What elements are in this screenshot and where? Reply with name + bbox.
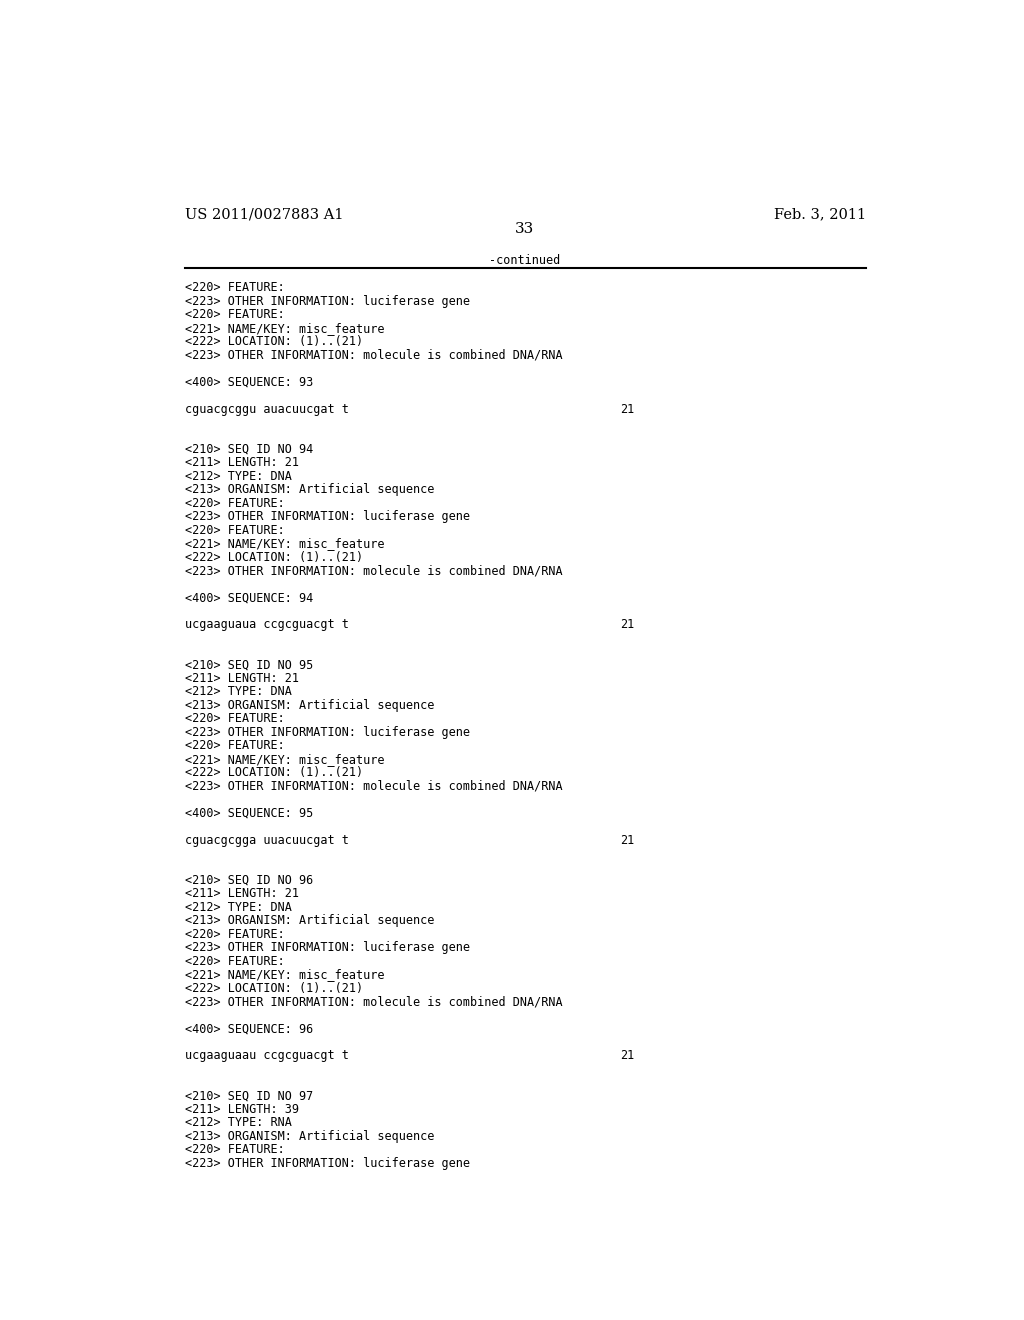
Text: <223> OTHER INFORMATION: luciferase gene: <223> OTHER INFORMATION: luciferase gene — [185, 726, 470, 739]
Text: <220> FEATURE:: <220> FEATURE: — [185, 954, 285, 968]
Text: 21: 21 — [620, 403, 634, 416]
Text: <213> ORGANISM: Artificial sequence: <213> ORGANISM: Artificial sequence — [185, 483, 434, 496]
Text: ucgaaguaau ccgcguacgt t: ucgaaguaau ccgcguacgt t — [185, 1049, 349, 1063]
Text: <400> SEQUENCE: 94: <400> SEQUENCE: 94 — [185, 591, 313, 605]
Text: <222> LOCATION: (1)..(21): <222> LOCATION: (1)..(21) — [185, 766, 364, 779]
Text: <222> LOCATION: (1)..(21): <222> LOCATION: (1)..(21) — [185, 335, 364, 348]
Text: <221> NAME/KEY: misc_feature: <221> NAME/KEY: misc_feature — [185, 322, 385, 335]
Text: -continued: -continued — [489, 253, 560, 267]
Text: <212> TYPE: DNA: <212> TYPE: DNA — [185, 470, 292, 483]
Text: <220> FEATURE:: <220> FEATURE: — [185, 524, 285, 537]
Text: <210> SEQ ID NO 95: <210> SEQ ID NO 95 — [185, 659, 313, 672]
Text: <220> FEATURE:: <220> FEATURE: — [185, 739, 285, 752]
Text: <400> SEQUENCE: 95: <400> SEQUENCE: 95 — [185, 807, 313, 820]
Text: <223> OTHER INFORMATION: luciferase gene: <223> OTHER INFORMATION: luciferase gene — [185, 294, 470, 308]
Text: <223> OTHER INFORMATION: molecule is combined DNA/RNA: <223> OTHER INFORMATION: molecule is com… — [185, 995, 563, 1008]
Text: <211> LENGTH: 21: <211> LENGTH: 21 — [185, 457, 299, 470]
Text: <213> ORGANISM: Artificial sequence: <213> ORGANISM: Artificial sequence — [185, 1130, 434, 1143]
Text: 33: 33 — [515, 223, 535, 236]
Text: 21: 21 — [620, 618, 634, 631]
Text: <223> OTHER INFORMATION: molecule is combined DNA/RNA: <223> OTHER INFORMATION: molecule is com… — [185, 564, 563, 577]
Text: <220> FEATURE:: <220> FEATURE: — [185, 496, 285, 510]
Text: <211> LENGTH: 39: <211> LENGTH: 39 — [185, 1104, 299, 1115]
Text: <220> FEATURE:: <220> FEATURE: — [185, 928, 285, 941]
Text: <210> SEQ ID NO 96: <210> SEQ ID NO 96 — [185, 874, 313, 887]
Text: 21: 21 — [620, 1049, 634, 1063]
Text: <220> FEATURE:: <220> FEATURE: — [185, 281, 285, 294]
Text: ucgaaguaua ccgcguacgt t: ucgaaguaua ccgcguacgt t — [185, 618, 349, 631]
Text: <212> TYPE: RNA: <212> TYPE: RNA — [185, 1117, 292, 1130]
Text: <213> ORGANISM: Artificial sequence: <213> ORGANISM: Artificial sequence — [185, 698, 434, 711]
Text: <223> OTHER INFORMATION: luciferase gene: <223> OTHER INFORMATION: luciferase gene — [185, 941, 470, 954]
Text: <220> FEATURE:: <220> FEATURE: — [185, 1143, 285, 1156]
Text: <221> NAME/KEY: misc_feature: <221> NAME/KEY: misc_feature — [185, 537, 385, 550]
Text: <210> SEQ ID NO 97: <210> SEQ ID NO 97 — [185, 1089, 313, 1102]
Text: <212> TYPE: DNA: <212> TYPE: DNA — [185, 685, 292, 698]
Text: <212> TYPE: DNA: <212> TYPE: DNA — [185, 900, 292, 913]
Text: <221> NAME/KEY: misc_feature: <221> NAME/KEY: misc_feature — [185, 752, 385, 766]
Text: cguacgcgga uuacuucgat t: cguacgcgga uuacuucgat t — [185, 833, 349, 846]
Text: <211> LENGTH: 21: <211> LENGTH: 21 — [185, 887, 299, 900]
Text: <400> SEQUENCE: 96: <400> SEQUENCE: 96 — [185, 1022, 313, 1035]
Text: <222> LOCATION: (1)..(21): <222> LOCATION: (1)..(21) — [185, 550, 364, 564]
Text: <220> FEATURE:: <220> FEATURE: — [185, 309, 285, 321]
Text: <223> OTHER INFORMATION: molecule is combined DNA/RNA: <223> OTHER INFORMATION: molecule is com… — [185, 348, 563, 362]
Text: Feb. 3, 2011: Feb. 3, 2011 — [774, 207, 866, 222]
Text: <220> FEATURE:: <220> FEATURE: — [185, 713, 285, 725]
Text: cguacgcggu auacuucgat t: cguacgcggu auacuucgat t — [185, 403, 349, 416]
Text: <223> OTHER INFORMATION: molecule is combined DNA/RNA: <223> OTHER INFORMATION: molecule is com… — [185, 780, 563, 793]
Text: <222> LOCATION: (1)..(21): <222> LOCATION: (1)..(21) — [185, 982, 364, 995]
Text: <213> ORGANISM: Artificial sequence: <213> ORGANISM: Artificial sequence — [185, 915, 434, 928]
Text: <221> NAME/KEY: misc_feature: <221> NAME/KEY: misc_feature — [185, 968, 385, 981]
Text: <400> SEQUENCE: 93: <400> SEQUENCE: 93 — [185, 376, 313, 388]
Text: <223> OTHER INFORMATION: luciferase gene: <223> OTHER INFORMATION: luciferase gene — [185, 1156, 470, 1170]
Text: <223> OTHER INFORMATION: luciferase gene: <223> OTHER INFORMATION: luciferase gene — [185, 511, 470, 523]
Text: <211> LENGTH: 21: <211> LENGTH: 21 — [185, 672, 299, 685]
Text: US 2011/0027883 A1: US 2011/0027883 A1 — [185, 207, 344, 222]
Text: 21: 21 — [620, 833, 634, 846]
Text: <210> SEQ ID NO 94: <210> SEQ ID NO 94 — [185, 444, 313, 455]
